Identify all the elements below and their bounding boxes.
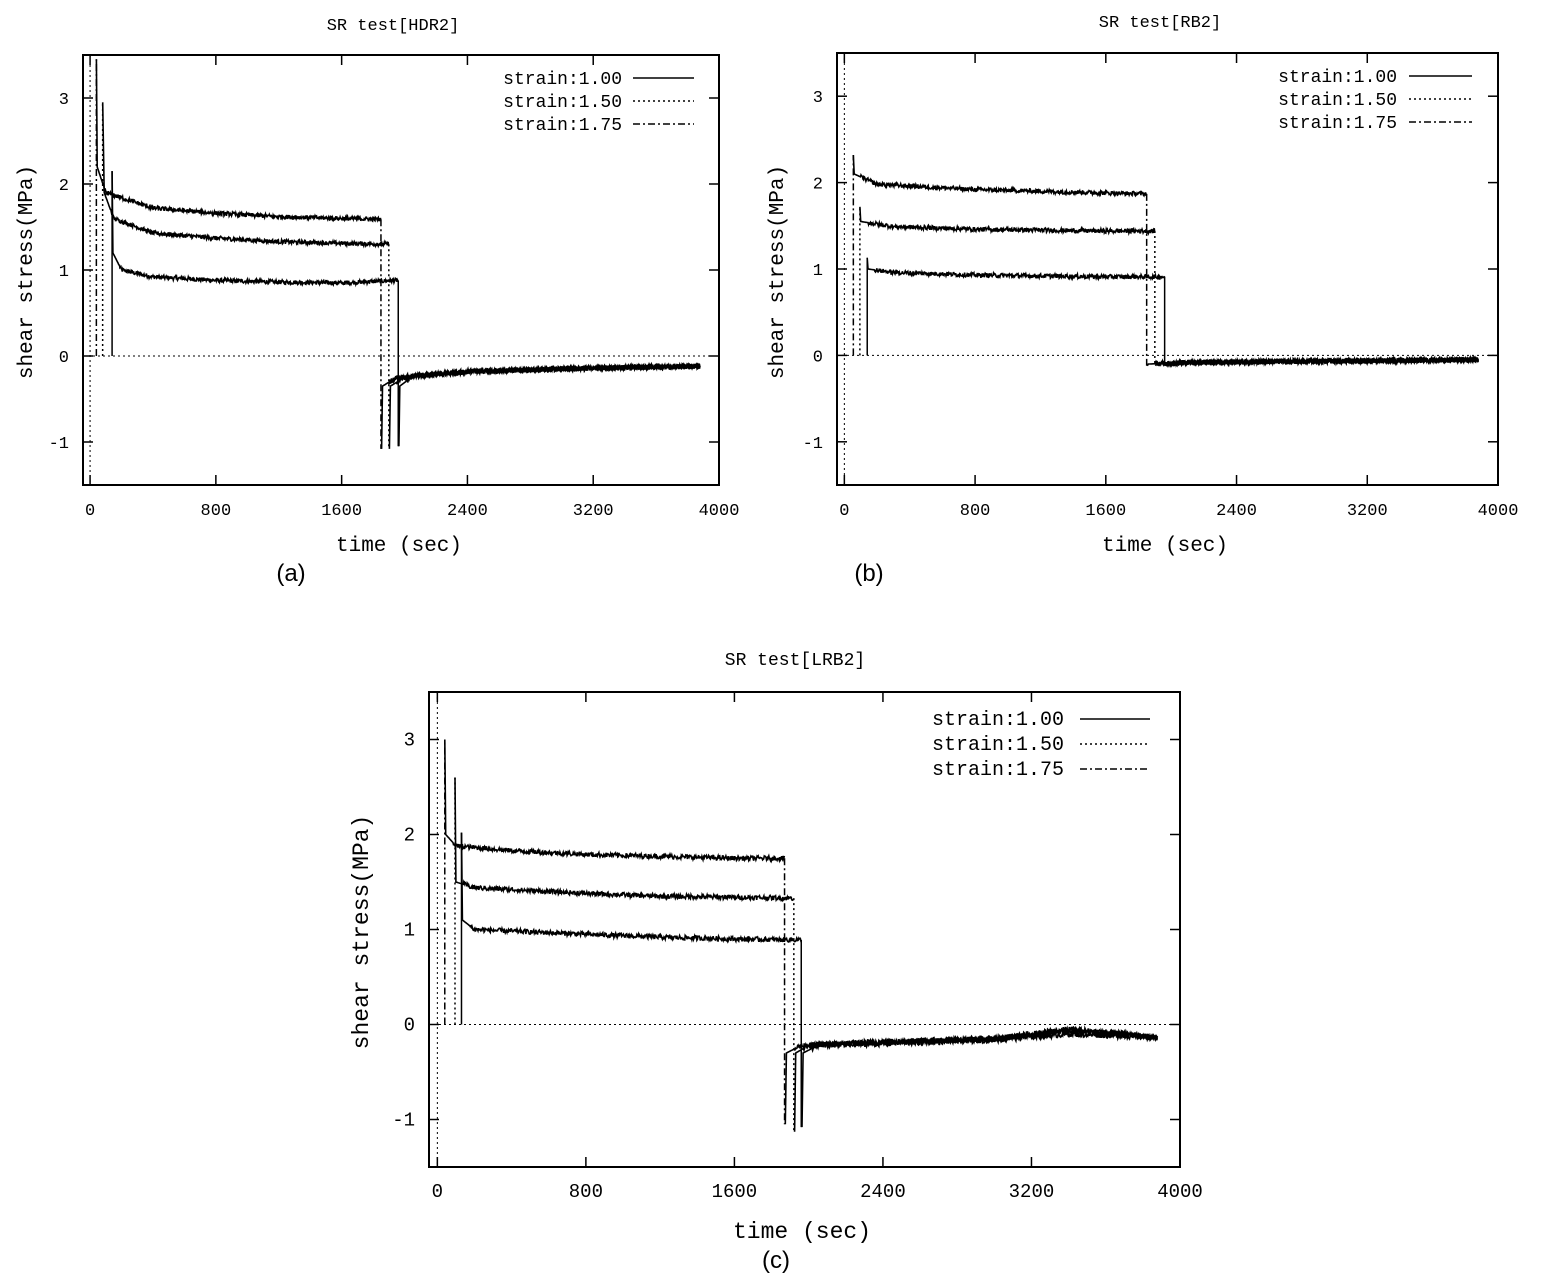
plot-area: 0 800 1600 2400 3200 4000-10123strain:1.00str…	[49, 54, 740, 521]
legend-label: strain:1.75	[1278, 114, 1397, 134]
panel-label: (c)	[762, 1247, 790, 1274]
legend-label: strain:1.75	[932, 759, 1064, 782]
plot-frame	[82, 54, 720, 486]
chart-panel-hdr2: SR test[HDR2] 0 800 1600 2400 3200 4000 -1 0 1 2 3…	[16, 17, 739, 587]
x-tick-label: 800	[960, 502, 991, 521]
y-tick-label: -1	[49, 435, 69, 454]
legend-label: strain:1.50	[503, 93, 622, 113]
legend-label: strain:1.00	[503, 70, 622, 90]
hold-curve	[111, 171, 399, 288]
y-tick-label: 2	[813, 176, 823, 195]
plot-frame	[836, 52, 1499, 486]
x-tick-label: 4000	[1157, 1181, 1203, 1203]
x-tick-label: 4000	[699, 502, 740, 521]
legend: strain:1.00 strain:1.50 strain:1.75	[1278, 68, 1472, 134]
hold-curve	[95, 59, 382, 223]
x-axis-label: time (sec)	[733, 1219, 871, 1245]
chart-title: SR test[LRB2]	[725, 651, 865, 671]
x-axis-label: time (sec)	[1102, 535, 1228, 558]
series-strain-1-00	[866, 257, 1479, 368]
legend: strain:1.00 strain:1.50 strain:1.75	[503, 70, 694, 136]
x-tick-label: 800	[569, 1181, 603, 1203]
hold-curve	[852, 154, 1148, 198]
y-tick-label: 3	[404, 730, 415, 752]
chart-panel-lrb2: SR test[LRB2] 0 800 1600 2400 3200 4000 -1 0 1 2 3…	[349, 651, 1203, 1274]
hold-curve	[454, 777, 794, 903]
panel-label: (b)	[854, 560, 883, 587]
y-tick-label: 1	[59, 263, 69, 282]
panel-label: (a)	[276, 560, 305, 587]
chart-panel-rb2: SR test[RB2] 0 800 1600 2400 3200 4000 -1 0 1 2 3 s…	[767, 14, 1518, 587]
series-strain-1-75	[444, 739, 1159, 1125]
relaxation-curve	[784, 1025, 1159, 1125]
x-tick-label: 0	[432, 1181, 443, 1203]
legend-label: strain:1.50	[932, 734, 1064, 757]
x-tick-label: 3200	[1009, 1181, 1055, 1203]
chart-title: SR test[RB2]	[1099, 14, 1221, 33]
legend-label: strain:1.00	[932, 709, 1064, 732]
chart-title: SR test[HDR2]	[327, 17, 460, 36]
hold-curve	[101, 102, 390, 249]
y-tick-label: 2	[404, 825, 415, 847]
y-tick-label: 1	[404, 920, 415, 942]
x-tick-label: 2400	[860, 1181, 906, 1203]
series-strain-1-00	[460, 832, 1158, 1128]
x-tick-label: 0	[85, 502, 95, 521]
x-tick-label: 2400	[1216, 502, 1257, 521]
x-tick-label: 800	[201, 502, 232, 521]
series-strain-1-75	[95, 59, 701, 449]
y-axis-label: shear stress(MPa)	[349, 815, 375, 1050]
series-strain-1-50	[101, 102, 701, 449]
y-tick-label: -1	[803, 435, 823, 454]
relaxation-curve	[1146, 355, 1479, 369]
y-tick-label: 2	[59, 177, 69, 196]
x-tick-label: 1600	[1085, 502, 1126, 521]
legend-label: strain:1.75	[503, 116, 622, 136]
x-axis-label: time (sec)	[336, 535, 462, 558]
series-strain-1-75	[852, 154, 1479, 369]
y-tick-label: 0	[813, 348, 823, 367]
y-tick-label: 0	[59, 349, 69, 368]
x-tick-label: 3200	[573, 502, 614, 521]
relaxation-curve	[380, 361, 701, 449]
plot-frame	[428, 691, 1181, 1168]
legend-label: strain:1.50	[1278, 91, 1397, 111]
x-tick-label: 1600	[321, 502, 362, 521]
y-axis-label: shear stress(MPa)	[16, 165, 39, 379]
hold-curve	[859, 206, 1156, 237]
series-strain-1-50	[859, 206, 1479, 368]
plot-area: 0 800 1600 2400 3200 4000-10123strain:1.00str…	[803, 52, 1519, 521]
x-tick-label: 1600	[712, 1181, 758, 1203]
y-tick-label: 0	[404, 1015, 415, 1037]
y-tick-label: 1	[813, 262, 823, 281]
x-tick-label: 0	[839, 502, 849, 521]
x-tick-label: 2400	[447, 502, 488, 521]
hold-curve	[460, 832, 802, 944]
y-tick-label: 3	[813, 89, 823, 108]
legend-label: strain:1.00	[1278, 68, 1397, 88]
y-tick-label: -1	[392, 1110, 415, 1132]
y-axis-label: shear stress(MPa)	[767, 165, 790, 379]
plot-area: 0 800 1600 2400 3200 4000-10123strain:1.00str…	[392, 691, 1203, 1203]
x-tick-label: 3200	[1347, 502, 1388, 521]
x-tick-label: 4000	[1478, 502, 1519, 521]
y-tick-label: 3	[59, 91, 69, 110]
series-strain-1-50	[454, 777, 1159, 1132]
hold-curve	[866, 257, 1166, 282]
hold-curve	[444, 739, 786, 864]
